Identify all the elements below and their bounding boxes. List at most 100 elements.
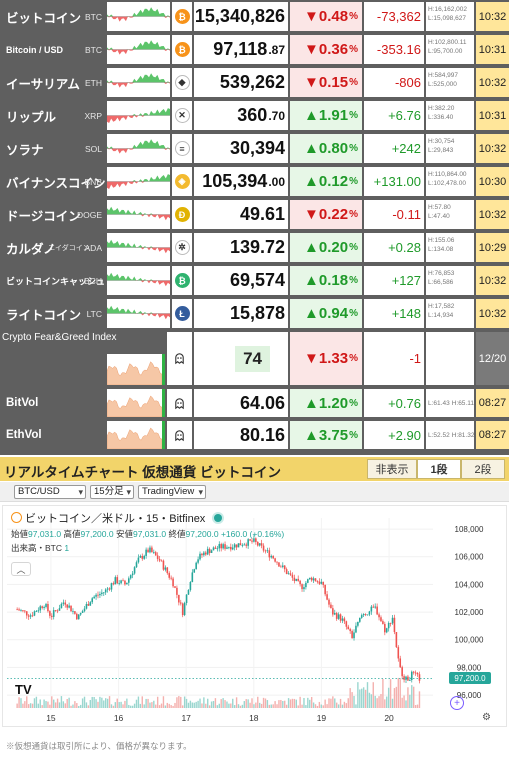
fear-greed-label[interactable]: Crypto Fear&Greed Index <box>2 332 117 343</box>
ticker-row-ada[interactable]: カルダノ エイダコイン ADA ✲ 139.72 ▲ 0.20% +0.28 H:155.06 L… <box>0 231 509 264</box>
candle-body <box>368 611 371 615</box>
volume-bar <box>393 688 396 708</box>
volume-bar <box>35 696 38 708</box>
ticker-row-btc[interactable]: Bitcoin / USD BTC ₿ 97,118.87 ▼ 0.36% -353.16 H… <box>0 33 509 66</box>
candlestick-chart[interactable]: 96,000 98,000 100,000 102,000 104,000 106,000… <box>3 506 508 728</box>
percent-unit: % <box>349 353 358 364</box>
percent-unit: % <box>349 242 358 253</box>
sparkline[interactable] <box>107 68 170 97</box>
coin-icon-cell: ✲ <box>172 233 192 262</box>
interval-select[interactable]: 15分足 <box>90 485 134 499</box>
coin-symbol: ETH <box>85 77 102 88</box>
high-low: L:61.43 H:65.11 <box>426 389 474 417</box>
update-time: 10:32 <box>476 299 509 328</box>
coin-name-cell[interactable]: ドージコイン DOGE <box>2 200 105 229</box>
fear-greed-chart[interactable] <box>107 354 165 385</box>
sparkline[interactable] <box>107 233 170 262</box>
volume-bar <box>137 696 140 708</box>
high-low: H:102,800.11 L:95,700.00 <box>426 35 474 64</box>
candle-body <box>206 548 209 555</box>
volume-bar <box>324 699 326 708</box>
coin-name[interactable]: リップル <box>6 110 57 124</box>
sparkline[interactable] <box>107 101 170 130</box>
candle-body <box>312 578 315 581</box>
volume-bar <box>185 698 188 708</box>
provider-select[interactable]: TradingView <box>138 485 206 499</box>
coin-name-cell[interactable]: リップル XRP <box>2 101 105 130</box>
ticker-row-ltc[interactable]: ライトコイン LTC Ł 15,878 ▲ 0.94% +148 H:17,582 L:14,9… <box>0 297 509 330</box>
volume-bar <box>130 705 132 708</box>
coin-name[interactable]: ビットコイン <box>6 11 82 25</box>
volume-bars <box>16 677 421 708</box>
sparkline[interactable] <box>107 299 170 328</box>
coin-name[interactable]: ソラナ <box>6 143 44 157</box>
percent-unit: % <box>349 397 358 409</box>
vol-chart[interactable] <box>107 389 165 417</box>
collapse-legend-button[interactable]: ︿ <box>11 562 31 576</box>
coin-name[interactable]: イーサリアム <box>6 77 80 91</box>
ticker-row-xrp[interactable]: リップル XRP ✕ 360.70 ▲ 1.91% +6.76 H:382.20 L:336.4… <box>0 99 509 132</box>
coin-name-cell[interactable]: ライトコイン LTC <box>2 299 105 328</box>
coin-name[interactable]: Bitcoin / USD <box>6 44 64 55</box>
vol-label[interactable]: BitVol <box>6 397 39 409</box>
candle-body <box>133 567 136 574</box>
vol-row-bitvol[interactable]: BitVol 64.06 ▲ 1.20% +0.76 L:61.43 H:65.11 08:2… <box>0 387 509 419</box>
candle-body <box>322 581 325 585</box>
high-low: H:30,754 L:29,843 <box>426 134 474 163</box>
gear-icon[interactable]: ⚙ <box>482 712 491 723</box>
high-low: H:57.80 L:47.40 <box>426 200 474 229</box>
vol-row-ethvol[interactable]: EthVol 80.16 ▲ 3.75% +2.90 L:52.52 H:81.32 08:2… <box>0 419 509 451</box>
coin-name[interactable]: ビットコインキャッシュ <box>6 276 106 286</box>
coin-name-cell[interactable]: バイナンスコイン BNB <box>2 167 106 196</box>
layout-1-row-button[interactable]: 1段 <box>417 459 461 479</box>
sparkline[interactable] <box>107 2 170 31</box>
coin-name[interactable]: カルダノ <box>6 242 56 256</box>
ticker-row-btc[interactable]: ビットコイン BTC ₿ 15,340,826 ▼ 0.48% -73,362 H:16,16… <box>0 0 509 33</box>
candle-body <box>289 573 292 575</box>
sparkline[interactable] <box>107 167 170 196</box>
coin-name[interactable]: バイナンスコイン <box>6 176 106 190</box>
volume-bar <box>303 697 305 708</box>
sparkline-chart <box>107 174 170 189</box>
candle-body <box>364 614 367 615</box>
add-plus-button[interactable]: + <box>450 696 464 710</box>
fear-greed-row[interactable]: Crypto Fear&Greed Index 74 ▼ 1.33% -1 12/20 <box>0 330 509 387</box>
coin-name[interactable]: ドージコイン <box>6 209 81 223</box>
pair-select[interactable]: BTC/USD <box>14 485 86 499</box>
volume-bar <box>249 702 251 708</box>
y-tick-label: 96,000 <box>457 691 482 700</box>
vol-chart[interactable] <box>107 421 165 449</box>
high-value: H:81.32 <box>451 432 475 439</box>
sparkline[interactable] <box>107 200 170 229</box>
ticker-row-eth[interactable]: イーサリアム ETH ◆ 539,262 ▼ 0.15% -806 H:584,997 L:52… <box>0 66 509 99</box>
coin-name[interactable]: ライトコイン <box>6 308 82 322</box>
change-percent: ▲ 1.91% <box>290 101 362 130</box>
coin-name-cell[interactable]: Bitcoin / USD BTC <box>2 35 105 64</box>
volume-bar <box>334 698 336 708</box>
volume-bar <box>20 698 22 708</box>
candle-body <box>176 587 178 595</box>
sparkline[interactable] <box>107 266 170 295</box>
sparkline-chart <box>107 139 170 154</box>
high-value: H:16,162,002 <box>428 6 468 13</box>
hide-button[interactable]: 非表示 <box>367 459 417 479</box>
ticker-row-bch[interactable]: ビットコインキャッシュ BCH ₿ 69,574 ▲ 0.18% +127 H:76,853 L… <box>0 264 509 297</box>
tradingview-chart[interactable]: 96,000 98,000 100,000 102,000 104,000 106,000… <box>2 505 507 727</box>
coin-name-cell[interactable]: イーサリアム ETH <box>2 68 105 97</box>
price: 30,394 <box>194 134 288 163</box>
tradingview-logo[interactable]: TV <box>15 682 32 697</box>
ticker-row-doge[interactable]: ドージコイン DOGE Ð 49.61 ▼ 0.22% -0.11 H:57.80 L:47.4… <box>0 198 509 231</box>
vol-label[interactable]: EthVol <box>6 429 42 441</box>
sparkline[interactable] <box>107 134 170 163</box>
coin-name-cell[interactable]: ビットコインキャッシュ BCH <box>2 266 105 295</box>
coin-name-cell[interactable]: ビットコイン BTC <box>2 2 105 31</box>
ticker-row-bnb[interactable]: バイナンスコイン BNB ◈ 105,394.00 ▲ 0.12% +131.00 H:110… <box>0 165 509 198</box>
coin-name-cell[interactable]: ソラナ SOL <box>2 134 105 163</box>
layout-2-row-button[interactable]: 2段 <box>461 459 505 479</box>
candle-body <box>62 602 65 604</box>
coin-name-cell[interactable]: カルダノ エイダコイン ADA <box>2 233 105 262</box>
volume-bar <box>266 700 269 708</box>
update-time: 10:30 <box>476 167 509 196</box>
sparkline[interactable] <box>107 35 170 64</box>
ticker-row-sol[interactable]: ソラナ SOL ≡ 30,394 ▲ 0.80% +242 H:30,754 L:29,843 1… <box>0 132 509 165</box>
